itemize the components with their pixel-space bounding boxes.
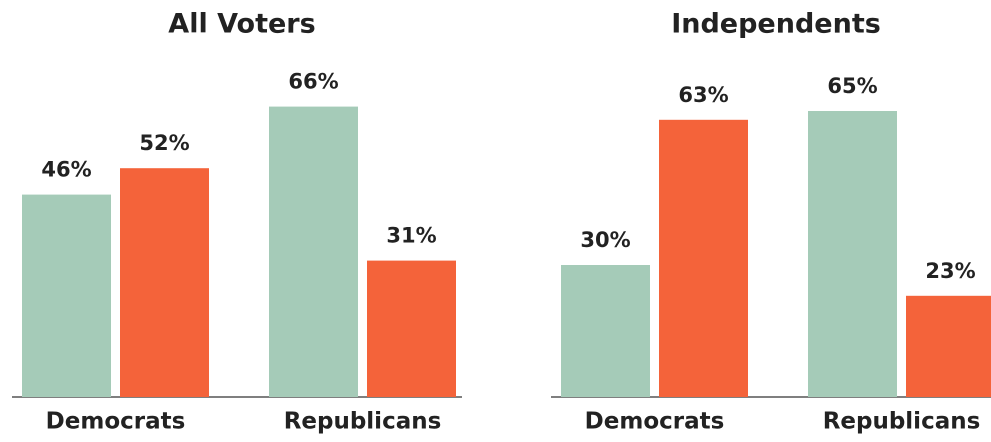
value-label: 63% bbox=[678, 83, 728, 107]
value-label: 46% bbox=[41, 158, 91, 182]
category-label: Democrats bbox=[585, 409, 725, 435]
value-label: 31% bbox=[386, 224, 436, 248]
chart-title: Independents bbox=[671, 9, 881, 40]
value-label: 30% bbox=[580, 228, 630, 252]
bar bbox=[906, 295, 991, 397]
bar bbox=[22, 194, 111, 397]
bar bbox=[120, 168, 209, 397]
category-label: Republicans bbox=[823, 409, 981, 435]
bar bbox=[659, 119, 748, 398]
bar bbox=[367, 260, 456, 397]
chart-title: All Voters bbox=[168, 9, 315, 40]
value-label: 23% bbox=[925, 259, 975, 283]
value-label: 52% bbox=[139, 131, 189, 155]
value-label: 66% bbox=[288, 70, 338, 94]
category-label: Republicans bbox=[284, 409, 442, 435]
bar bbox=[561, 265, 650, 397]
category-label: Democrats bbox=[46, 409, 186, 435]
bar bbox=[808, 111, 897, 397]
value-label: 65% bbox=[827, 74, 877, 98]
bar bbox=[269, 106, 358, 397]
